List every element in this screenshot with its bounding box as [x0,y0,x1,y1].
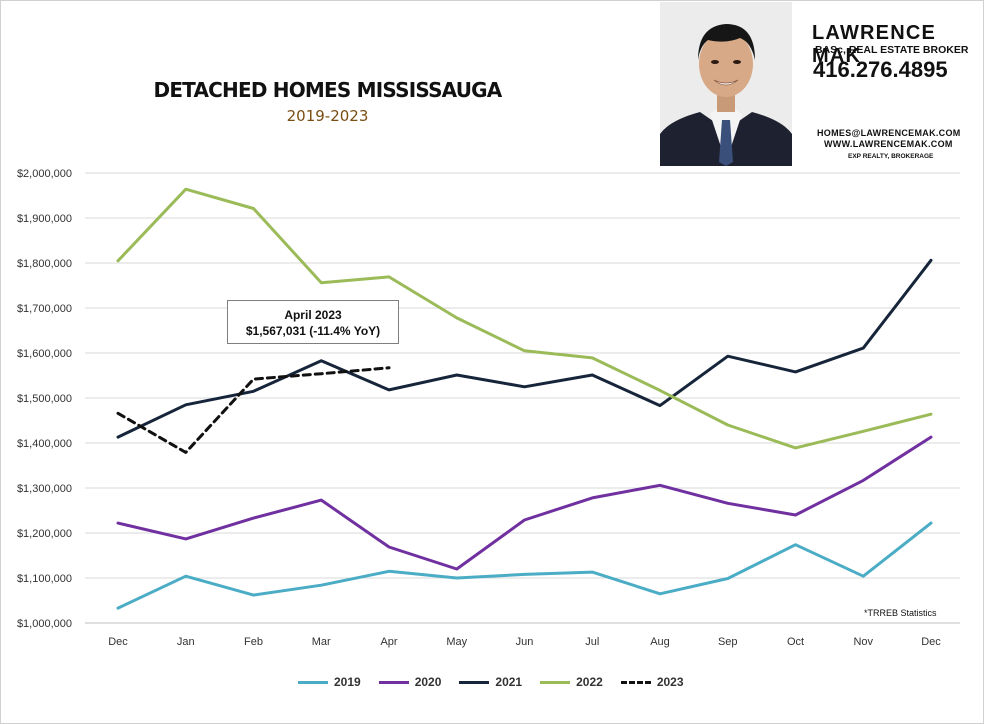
agent-role: BASc, REAL ESTATE BROKER [815,44,969,56]
legend-item-2019: 2019 [298,675,361,689]
series-lines [116,187,933,610]
y-tick-label: $1,300,000 [17,483,72,495]
source-note: *TRREB Statistics [864,608,937,618]
agent-email[interactable]: HOMES@LAWRENCEMAK.COM [817,128,961,138]
y-tick-label: $1,600,000 [17,348,72,360]
y-tick-label: $1,800,000 [17,258,72,270]
legend-label: 2023 [656,675,684,689]
y-tick-label: $1,100,000 [17,573,72,585]
x-tick-label: Feb [244,636,263,648]
agent-brokerage: EXP REALTY, BROKERAGE [848,153,934,160]
series-line-2022 [116,187,933,450]
x-tick-label: Jun [516,636,534,648]
agent-photo [660,2,792,166]
y-axis-tick-labels: $1,000,000 $1,100,000 $1,200,000 $1,300,000… [17,168,72,630]
april-2023-callout: April 2023 $1,567,031 (-11.4% YoY) [227,300,399,344]
y-tick-label: $1,500,000 [17,393,72,405]
legend-swatch [459,680,490,684]
legend-swatch [298,680,328,684]
x-tick-label: Apr [380,636,397,648]
x-tick-label: Mar [312,636,331,648]
y-tick-label: $1,000,000 [17,618,72,630]
y-tick-label: $1,700,000 [17,303,72,315]
chart-title: DETACHED HOMES MISSISSAUGA [153,78,503,102]
y-tick-label: $1,400,000 [17,438,72,450]
legend-item-2021: 2021 [459,675,522,689]
x-tick-label: Sep [718,636,738,648]
series-line-2021 [116,258,933,439]
x-tick-label: Jul [585,636,599,648]
legend-item-2023: 2023 [620,675,684,689]
x-tick-label: May [446,636,467,648]
x-tick-label: Nov [853,636,873,648]
legend-label: 2022 [576,675,603,689]
x-tick-label: Jan [177,636,195,648]
series-line-2023 [116,366,391,454]
legend-swatch [620,680,651,684]
x-tick-label: Dec [921,636,941,648]
series-line-2020 [116,435,933,571]
callout-line-1: April 2023 [284,308,342,322]
y-tick-label: $1,900,000 [17,213,72,225]
legend-swatch [378,680,409,684]
x-axis-tick-labels: Dec Jan Feb Mar Apr May Jun Jul Aug Sep Oct Nov Dec [108,636,941,648]
chart-legend: 2019 2020 2021 2022 2023 [298,675,684,689]
legend-label: 2020 [414,675,442,689]
agent-portrait-image [660,2,792,166]
legend-item-2020: 2020 [378,675,442,689]
legend-label: 2021 [495,675,523,689]
legend-swatch [540,680,571,684]
series-line-2019 [116,521,933,610]
agent-phone: 416.276.4895 [813,57,948,82]
agent-website[interactable]: WWW.LAWRENCEMAK.COM [824,139,953,149]
chart-subtitle: 2019-2023 [286,107,369,125]
legend-label: 2019 [334,675,361,689]
callout-line-2: $1,567,031 (-11.4% YoY) [245,324,381,338]
y-tick-label: $1,200,000 [17,528,72,540]
x-tick-label: Dec [108,636,128,648]
x-tick-label: Aug [650,636,670,648]
legend-item-2022: 2022 [540,675,603,689]
agent-name: LAWRENCE MAK [812,22,937,67]
x-tick-label: Oct [787,636,804,648]
y-tick-label: $2,000,000 [17,168,72,180]
